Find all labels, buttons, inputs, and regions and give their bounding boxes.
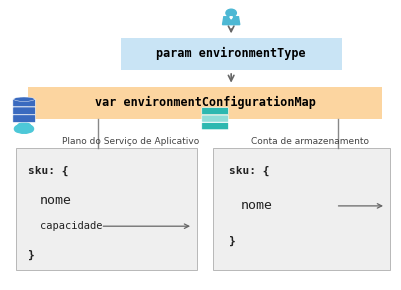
Text: nome: nome [40,194,72,206]
FancyBboxPatch shape [201,123,228,130]
Text: var environmentConfigurationMap: var environmentConfigurationMap [94,96,315,110]
Text: capacidade: capacidade [40,221,102,231]
FancyBboxPatch shape [13,107,35,115]
Circle shape [14,125,24,133]
Text: Conta de armazenamento: Conta de armazenamento [251,137,369,146]
Circle shape [22,127,30,133]
Circle shape [18,127,26,133]
Circle shape [225,9,236,17]
FancyBboxPatch shape [13,115,35,122]
FancyBboxPatch shape [13,99,35,107]
Polygon shape [222,17,239,25]
Text: nome: nome [241,200,273,212]
FancyBboxPatch shape [28,87,381,119]
FancyBboxPatch shape [16,148,196,270]
FancyBboxPatch shape [120,38,341,70]
Circle shape [23,125,33,133]
Polygon shape [229,17,232,19]
Circle shape [17,122,31,133]
Text: sku: {: sku: { [229,166,269,176]
Text: param environmentType: param environmentType [156,47,305,60]
Text: }: } [28,250,35,260]
Ellipse shape [14,97,34,101]
FancyBboxPatch shape [201,108,228,115]
FancyBboxPatch shape [201,115,228,122]
FancyBboxPatch shape [213,148,389,270]
Text: }: } [229,235,235,246]
Text: Plano do Serviço de Aplicativo: Plano do Serviço de Aplicativo [62,137,199,146]
Text: sku: {: sku: { [28,166,69,176]
